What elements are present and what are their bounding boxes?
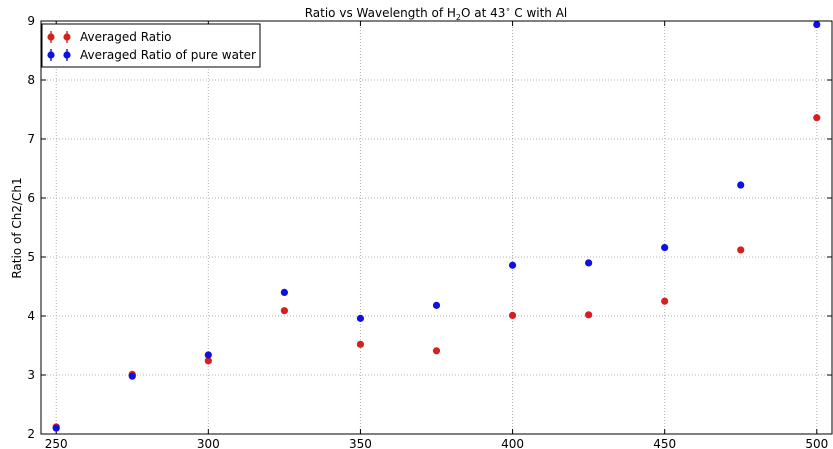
data-point bbox=[281, 307, 288, 314]
x-tick-label: 250 bbox=[45, 437, 68, 449]
x-tick-label: 300 bbox=[197, 437, 220, 449]
data-point bbox=[661, 298, 668, 305]
data-point bbox=[813, 21, 820, 28]
legend-marker bbox=[63, 51, 70, 58]
data-point bbox=[585, 259, 592, 266]
data-point bbox=[509, 262, 516, 269]
x-tick-label: 350 bbox=[349, 437, 372, 449]
y-tick-label: 5 bbox=[27, 250, 35, 264]
data-point bbox=[661, 244, 668, 251]
legend-label: Averaged Ratio bbox=[80, 30, 172, 44]
data-point bbox=[737, 246, 744, 253]
legend-label: Averaged Ratio of pure water bbox=[80, 48, 256, 62]
data-point bbox=[281, 289, 288, 296]
y-tick-label: 4 bbox=[27, 309, 35, 323]
y-tick-label: 9 bbox=[27, 14, 35, 28]
x-tick-label: 500 bbox=[805, 437, 828, 449]
data-point bbox=[53, 425, 60, 432]
legend: Averaged Ratio Averaged Ratio of pure wa… bbox=[42, 24, 260, 67]
x-tick-label: 450 bbox=[653, 437, 676, 449]
legend-marker bbox=[47, 51, 54, 58]
data-point bbox=[433, 347, 440, 354]
data-point bbox=[433, 302, 440, 309]
data-point bbox=[509, 312, 516, 319]
y-tick-label: 7 bbox=[27, 132, 35, 146]
legend-marker bbox=[63, 33, 70, 40]
data-point bbox=[357, 315, 364, 322]
data-point bbox=[205, 351, 212, 358]
y-tick-label: 3 bbox=[27, 368, 35, 382]
y-tick-label: 8 bbox=[27, 73, 35, 87]
data-point bbox=[585, 311, 592, 318]
data-point bbox=[737, 181, 744, 188]
data-point bbox=[357, 341, 364, 348]
data-point bbox=[129, 373, 136, 380]
plot-background bbox=[41, 21, 832, 434]
y-tick-label: 6 bbox=[27, 191, 35, 205]
x-tick-label: 400 bbox=[501, 437, 524, 449]
y-axis-label: Ratio of Ch2/Ch1 bbox=[10, 177, 24, 278]
legend-marker bbox=[47, 33, 54, 40]
chart-title: Ratio vs Wavelength of H2O at 43∘ C with… bbox=[305, 5, 568, 22]
data-point bbox=[813, 114, 820, 121]
y-tick-label: 2 bbox=[27, 427, 35, 441]
